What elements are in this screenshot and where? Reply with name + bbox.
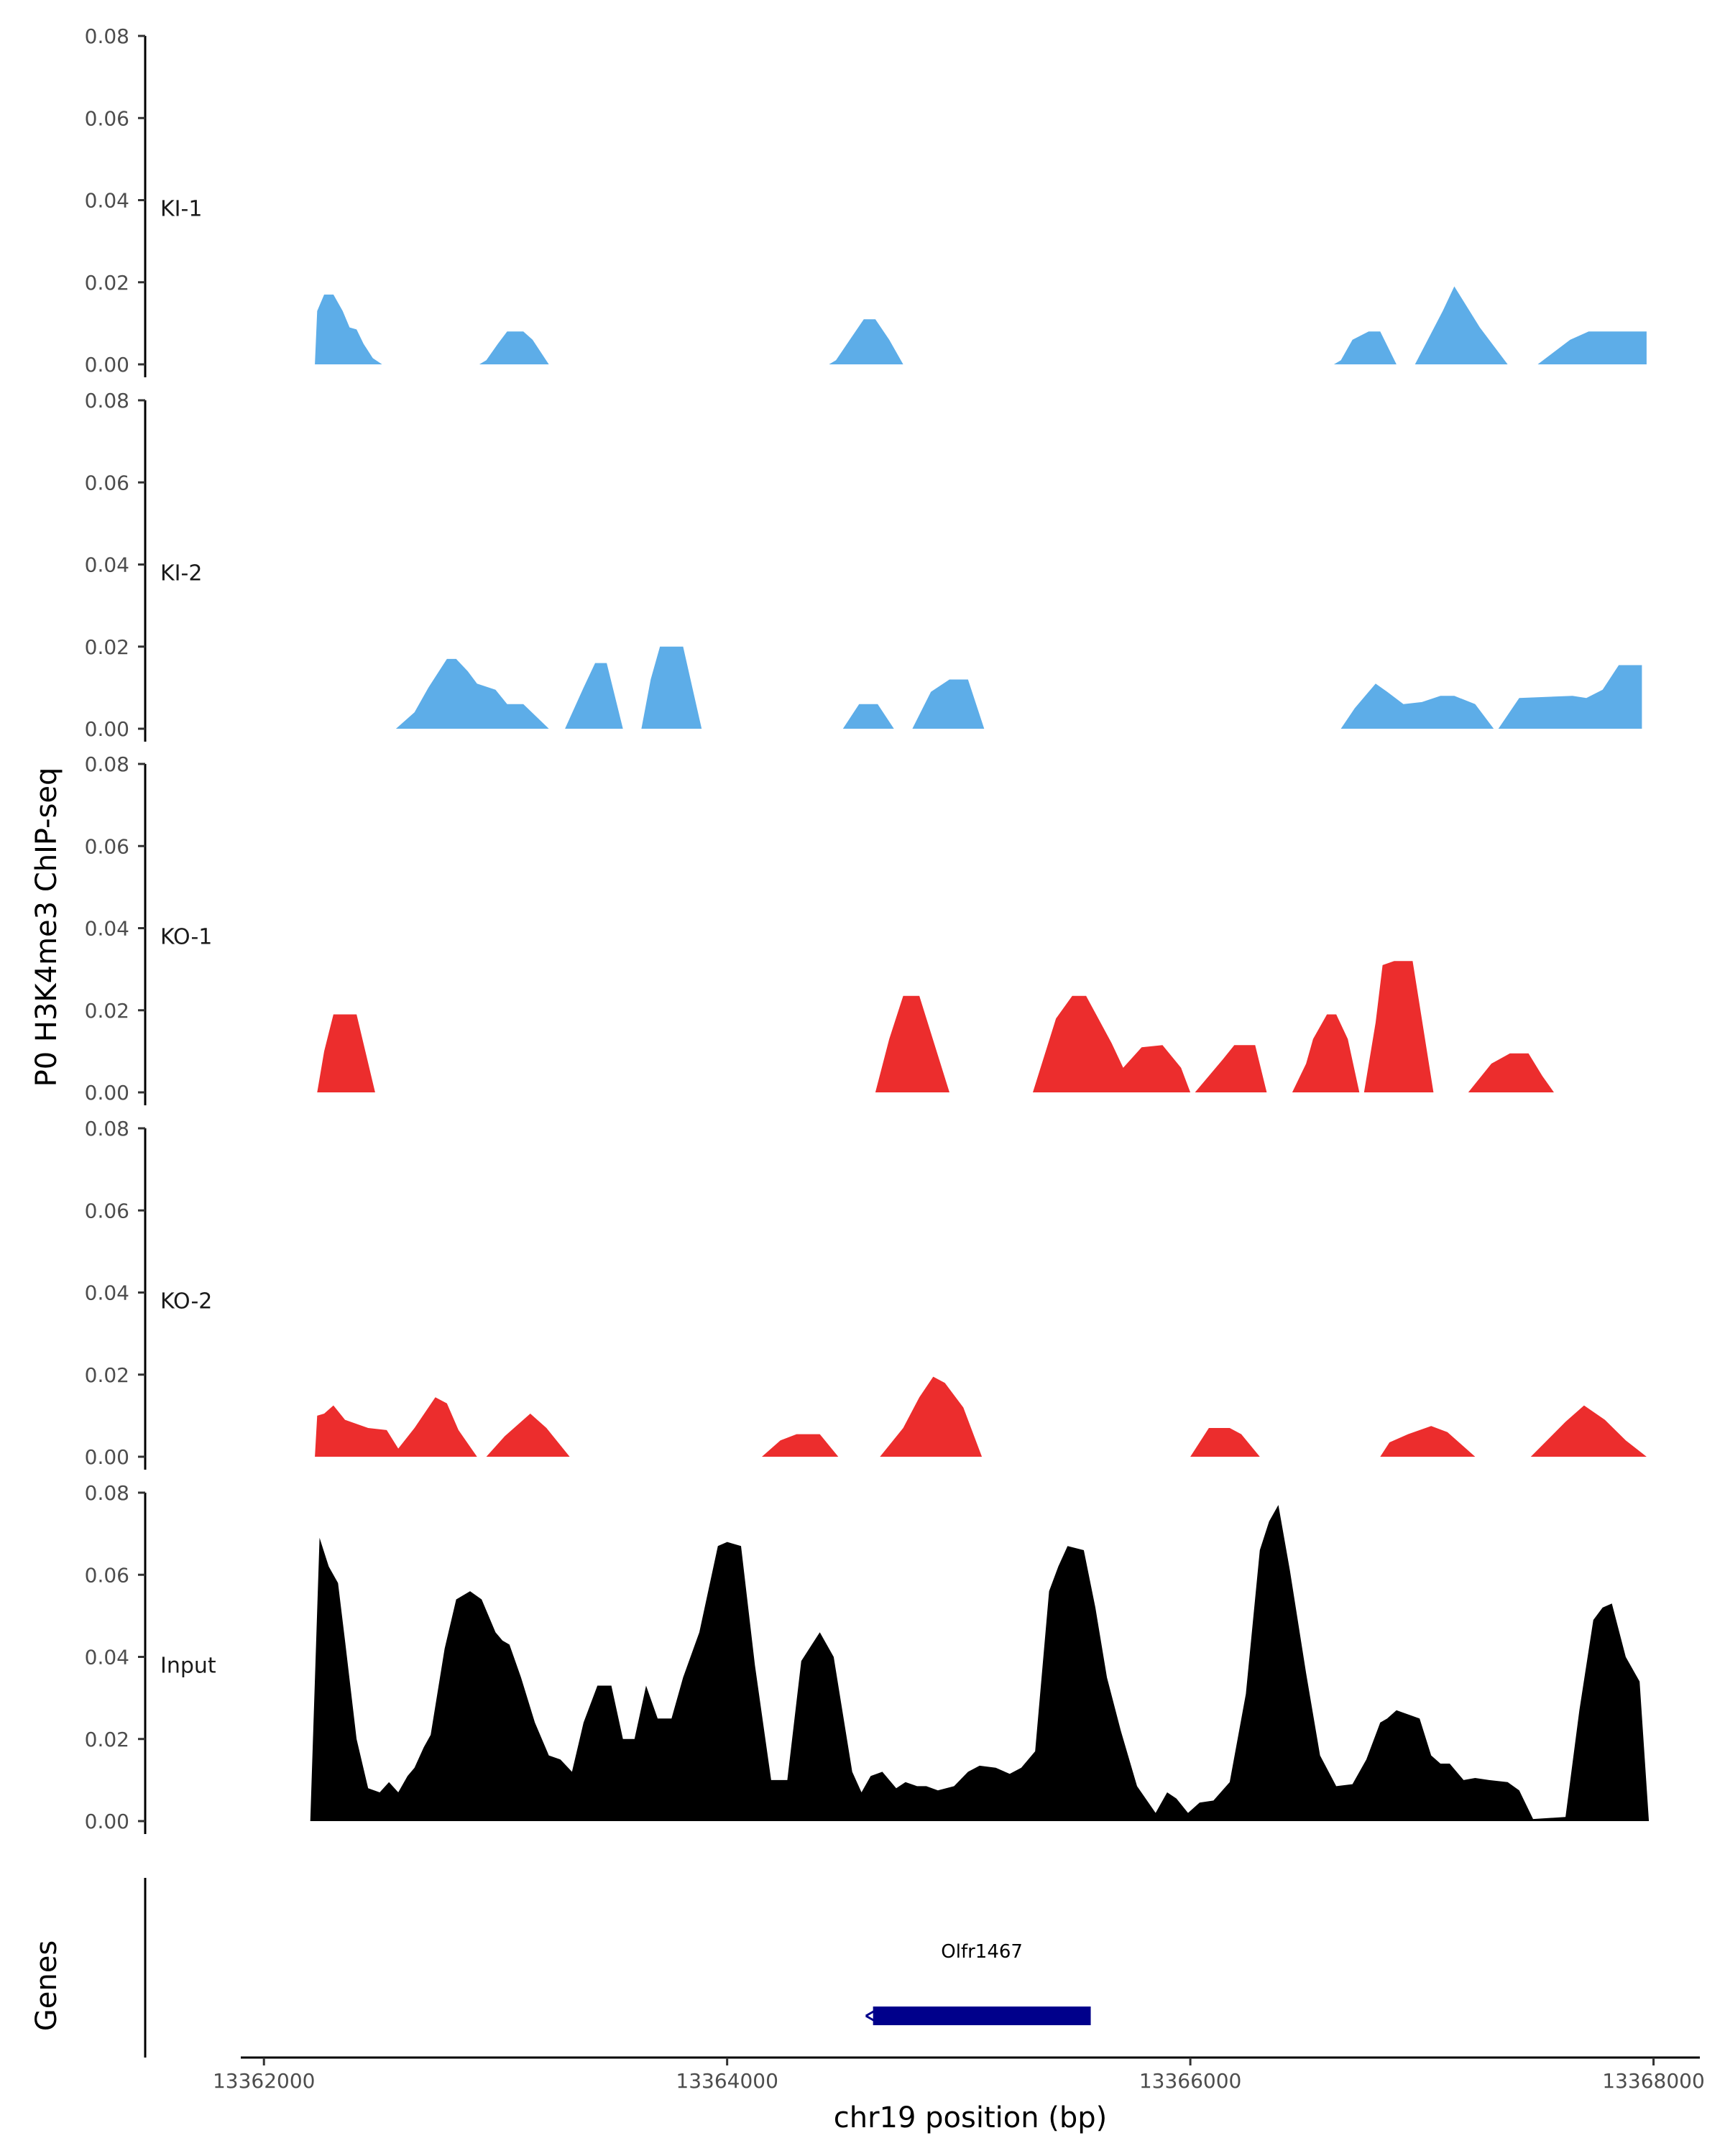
x-axis-ticks: 13362000 13364000 13366000 13368000 — [213, 2058, 1705, 2093]
y-tick-label: 0.02 — [85, 999, 129, 1023]
y-tick-label: 0.06 — [85, 1199, 129, 1222]
y-tick-label: 0.00 — [85, 1810, 129, 1833]
x-axis-title: chr19 position (bp) — [834, 2101, 1108, 2134]
y-tick-label: 0.08 — [85, 1481, 129, 1505]
track-label: KO-1 — [160, 925, 212, 950]
y-tick-label: 0.00 — [85, 717, 129, 741]
track-ki-1: 0.00 0.02 0.04 0.06 0.08 KI-1 — [85, 24, 1647, 377]
y-tick-label: 0.04 — [85, 1281, 129, 1305]
y-tick-label: 0.06 — [85, 1563, 129, 1587]
track-label: KO-2 — [160, 1289, 212, 1314]
x-axis: 13362000 13364000 13366000 13368000 chr19 p… — [213, 2056, 1705, 2134]
y-tick-label: 0.02 — [85, 1728, 129, 1751]
y-tick-label: 0.06 — [85, 106, 129, 130]
track-ko-2: 0.00 0.02 0.04 0.06 0.08 KO-2 — [85, 1117, 1647, 1470]
y-tick-label: 0.04 — [85, 1646, 129, 1669]
signal-area-ki-2 — [395, 646, 1642, 729]
track-ko-1: 0.00 0.02 0.04 0.06 0.08 KO-1 — [85, 752, 1554, 1105]
y-tick-label: 0.02 — [85, 635, 129, 659]
tracks-layer: 0.00 0.02 0.04 0.06 0.08 KI-1 0.00 0.02 0.04 0.06… — [85, 24, 1650, 1834]
y-tick-label: 0.06 — [85, 471, 129, 494]
signal-area-ko-2 — [315, 1376, 1647, 1457]
y-tick-label: 0.00 — [85, 1081, 129, 1105]
y-tick-label: 0.02 — [85, 271, 129, 295]
genes-panel: Genes Olfr1467 — [30, 1878, 1091, 2058]
track-input: 0.00 0.02 0.04 0.06 0.08 Input — [85, 1481, 1650, 1834]
strand-arrow-icon — [865, 2009, 877, 2023]
x-tick-label: 13366000 — [1139, 2069, 1242, 2093]
x-tick-label: 13362000 — [213, 2069, 316, 2093]
track-label: KI-1 — [160, 197, 202, 222]
signal-area-input — [310, 1505, 1650, 1821]
track-label: KI-2 — [160, 561, 202, 586]
y-tick-label: 0.08 — [85, 1117, 129, 1141]
y-tick-label: 0.04 — [85, 553, 129, 577]
y-tick-label: 0.02 — [85, 1363, 129, 1387]
signal-area-ko-1 — [317, 961, 1554, 1092]
x-tick-label: 13368000 — [1602, 2069, 1705, 2093]
x-tick-label: 13364000 — [676, 2069, 778, 2093]
y-tick-label: 0.08 — [85, 24, 129, 48]
y-tick-label: 0.06 — [85, 834, 129, 858]
gene-body — [873, 2007, 1091, 2025]
track-ki-2: 0.00 0.02 0.04 0.06 0.08 KI-2 — [85, 389, 1642, 742]
gene-olfr1467: Olfr1467 — [865, 1941, 1091, 2025]
signal-area-ki-1 — [315, 286, 1647, 364]
genes-panel-label: Genes — [30, 1940, 63, 2031]
y-tick-label: 0.00 — [85, 1445, 129, 1469]
gene-models: Olfr1467 — [865, 1941, 1091, 2025]
y-axis-title: P0 H3K4me3 ChIP-seq — [30, 768, 63, 1087]
gene-label: Olfr1467 — [941, 1941, 1023, 1963]
y-tick-label: 0.00 — [85, 353, 129, 377]
y-tick-label: 0.04 — [85, 917, 129, 941]
track-label: Input — [160, 1654, 216, 1679]
y-tick-label: 0.08 — [85, 389, 129, 413]
y-tick-label: 0.08 — [85, 752, 129, 776]
y-tick-label: 0.04 — [85, 189, 129, 213]
